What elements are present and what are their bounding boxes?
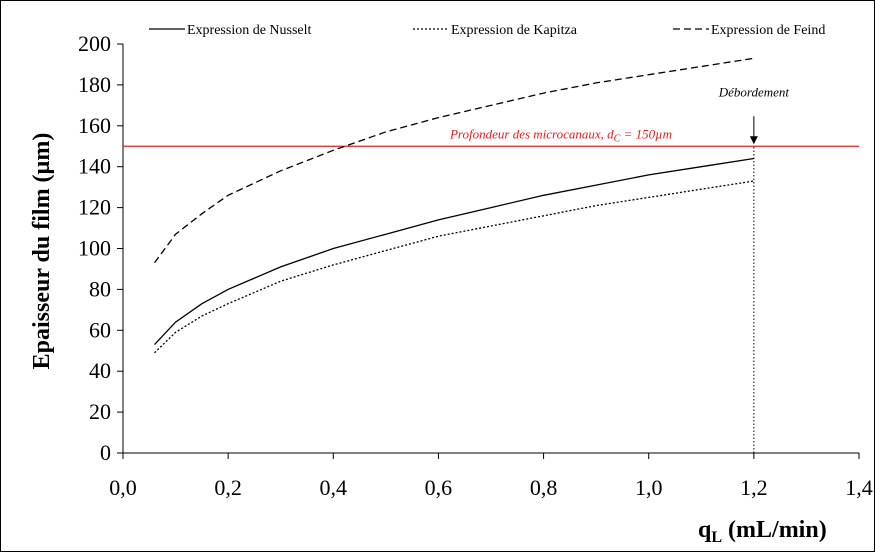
x-axis-label-sub: L	[711, 529, 722, 546]
y-tick-label: 80	[89, 276, 111, 301]
series-line-2	[154, 180, 755, 354]
x-tick-label: 1,4	[845, 475, 873, 500]
y-tick-label: 120	[78, 195, 111, 220]
reference-line-label-main: Profondeur des microcanaux, d	[449, 126, 614, 141]
y-tick-label: 100	[78, 236, 111, 261]
x-tick-label: 0,2	[214, 475, 242, 500]
legend-label-1: Expression de Nusselt	[187, 23, 312, 38]
y-tick-label: 140	[78, 154, 111, 179]
x-tick-label: 0,6	[425, 475, 453, 500]
overflow-annotation: Débordement	[718, 84, 790, 99]
y-tick-label: 0	[100, 440, 111, 465]
y-tick-label: 60	[89, 317, 111, 342]
series-line-1	[154, 157, 755, 346]
x-tick-label: 1,0	[635, 475, 663, 500]
x-tick-label: 0,4	[320, 475, 348, 500]
y-tick-label: 40	[89, 358, 111, 383]
legend: Expression de Nusselt Expression de Kapit…	[149, 23, 825, 38]
axes: 0 20 40 60 80 100 120 140 160 180 200 0,0 0,2 0,4 0,6 0…	[78, 31, 873, 500]
x-axis-label: qL (mL/min)	[698, 517, 827, 546]
reference-line-group: Profondeur des microcanaux, dC = 150µm	[123, 126, 859, 147]
x-tick-label: 0,0	[109, 475, 137, 500]
series-line-3	[153, 57, 755, 264]
x-axis-label-main: q	[698, 517, 712, 543]
x-axis-label-unit: (mL/min)	[722, 517, 827, 543]
y-tick-label: 180	[78, 72, 111, 97]
x-tick-label: 0,8	[530, 475, 558, 500]
overflow-arrow-head	[749, 136, 758, 145]
series-group	[153, 57, 755, 354]
y-tick-label: 20	[89, 399, 111, 424]
reference-line-label-tail: = 150µm	[620, 126, 672, 141]
legend-label-3: Expression de Feind	[711, 23, 825, 38]
y-axis-label: Epaisseur du film (µm)	[29, 133, 55, 370]
legend-label-2: Expression de Kapitza	[451, 23, 578, 38]
reference-line-label-sub: C	[614, 133, 621, 144]
reference-line-label: Profondeur des microcanaux, dC = 150µm	[449, 126, 672, 144]
y-tick-label: 200	[78, 31, 111, 56]
y-tick-label: 160	[78, 113, 111, 138]
x-tick-label: 1,2	[740, 475, 768, 500]
overflow-line-group: Débordement	[718, 84, 790, 453]
